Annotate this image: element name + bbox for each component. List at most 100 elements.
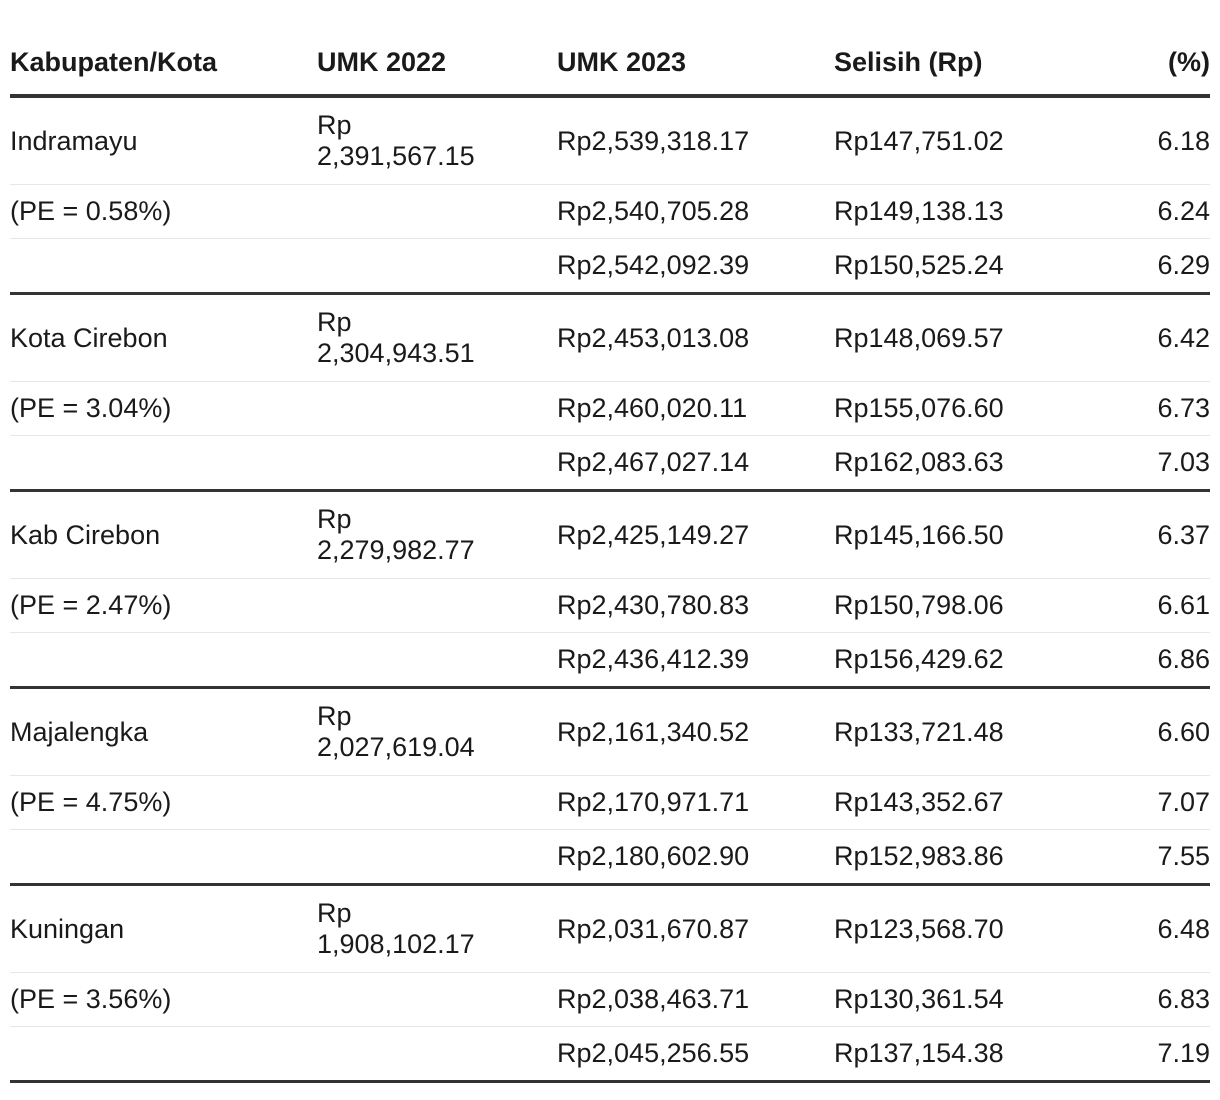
selisih-cell: Rp150,525.24	[834, 238, 1084, 295]
umk-2023-cell: Rp2,170,971.71	[557, 775, 834, 830]
header-umk-2023: UMK 2023	[557, 0, 834, 98]
table-body: Indramayu Rp 2,391,567.15 Rp2,539,318.17 Rp1…	[10, 96, 1210, 1083]
region-name: Kab Cirebon	[10, 490, 317, 579]
region-pe: (PE = 4.75%)	[10, 775, 317, 830]
table-row: Kota Cirebon Rp 2,304,943.51 Rp2,453,013.08…	[10, 293, 1210, 382]
selisih-cell: Rp162,083.63	[834, 435, 1084, 492]
umk-2022-cell: Rp 2,391,567.15	[317, 96, 557, 185]
umk-2023-cell: Rp2,161,340.52	[557, 687, 834, 776]
selisih-cell: Rp149,138.13	[834, 184, 1084, 239]
empty-cell	[10, 829, 317, 886]
table-row: (PE = 0.58%) Rp2,540,705.28 Rp149,138.13 6.…	[10, 184, 1210, 239]
umk-2022-prefix: Rp	[317, 504, 352, 534]
umk-2023-cell: Rp2,436,412.39	[557, 632, 834, 689]
percent-cell: 6.24	[1084, 184, 1210, 239]
header-percent: (%)	[1084, 0, 1210, 98]
header-kabupaten-kota: Kabupaten/Kota	[10, 0, 317, 98]
percent-cell: 6.29	[1084, 238, 1210, 295]
selisih-cell: Rp123,568.70	[834, 884, 1084, 973]
selisih-cell: Rp155,076.60	[834, 381, 1084, 436]
region-pe: (PE = 3.56%)	[10, 972, 317, 1027]
selisih-cell: Rp148,069.57	[834, 293, 1084, 382]
percent-cell: 6.61	[1084, 578, 1210, 633]
umk-2023-cell: Rp2,540,705.28	[557, 184, 834, 239]
region-name: Kuningan	[10, 884, 317, 973]
selisih-cell: Rp137,154.38	[834, 1026, 1084, 1083]
umk-2022-cell: Rp 2,279,982.77	[317, 490, 557, 579]
percent-cell: 6.83	[1084, 972, 1210, 1027]
umk-2022-value: 2,304,943.51	[317, 338, 475, 368]
umk-2022-prefix: Rp	[317, 110, 352, 140]
region-pe: (PE = 3.04%)	[10, 381, 317, 436]
table-row: Rp2,542,092.39 Rp150,525.24 6.29	[10, 238, 1210, 295]
table-row: (PE = 3.56%) Rp2,038,463.71 Rp130,361.54 6.…	[10, 972, 1210, 1027]
selisih-cell: Rp130,361.54	[834, 972, 1084, 1027]
empty-cell	[10, 435, 317, 492]
umk-2023-cell: Rp2,180,602.90	[557, 829, 834, 886]
empty-cell	[317, 829, 557, 886]
percent-cell: 7.03	[1084, 435, 1210, 492]
umk-2022-value: 2,027,619.04	[317, 732, 475, 762]
selisih-cell: Rp133,721.48	[834, 687, 1084, 776]
selisih-cell: Rp150,798.06	[834, 578, 1084, 633]
umk-2023-cell: Rp2,425,149.27	[557, 490, 834, 579]
selisih-cell: Rp147,751.02	[834, 96, 1084, 185]
empty-cell	[10, 632, 317, 689]
umk-table: Kabupaten/Kota UMK 2022 UMK 2023 Selisih…	[10, 0, 1210, 1083]
percent-cell: 7.55	[1084, 829, 1210, 886]
table-row: Rp2,436,412.39 Rp156,429.62 6.86	[10, 632, 1210, 689]
table-header: Kabupaten/Kota UMK 2022 UMK 2023 Selisih…	[10, 0, 1210, 98]
umk-2022-prefix: Rp	[317, 307, 352, 337]
percent-cell: 7.07	[1084, 775, 1210, 830]
empty-cell	[317, 381, 557, 436]
umk-2023-cell: Rp2,539,318.17	[557, 96, 834, 185]
umk-2023-cell: Rp2,031,670.87	[557, 884, 834, 973]
table-row: (PE = 4.75%) Rp2,170,971.71 Rp143,352.67 7.…	[10, 775, 1210, 830]
empty-cell	[10, 1026, 317, 1083]
region-name: Indramayu	[10, 96, 317, 185]
empty-cell	[317, 632, 557, 689]
umk-2022-prefix: Rp	[317, 701, 352, 731]
percent-cell: 6.18	[1084, 96, 1210, 185]
selisih-cell: Rp156,429.62	[834, 632, 1084, 689]
umk-2023-cell: Rp2,038,463.71	[557, 972, 834, 1027]
empty-cell	[317, 435, 557, 492]
empty-cell	[317, 972, 557, 1027]
percent-cell: 6.86	[1084, 632, 1210, 689]
umk-2022-cell: Rp 2,304,943.51	[317, 293, 557, 382]
header-selisih: Selisih (Rp)	[834, 0, 1084, 98]
table-row: (PE = 3.04%) Rp2,460,020.11 Rp155,076.60 6.…	[10, 381, 1210, 436]
percent-cell: 6.37	[1084, 490, 1210, 579]
umk-2022-prefix: Rp	[317, 898, 352, 928]
percent-cell: 6.73	[1084, 381, 1210, 436]
umk-2023-cell: Rp2,430,780.83	[557, 578, 834, 633]
umk-table-container: Kabupaten/Kota UMK 2022 UMK 2023 Selisih…	[10, 0, 1210, 1083]
umk-2022-value: 1,908,102.17	[317, 929, 475, 959]
umk-2022-cell: Rp 2,027,619.04	[317, 687, 557, 776]
empty-cell	[317, 1026, 557, 1083]
empty-cell	[317, 578, 557, 633]
table-row: Indramayu Rp 2,391,567.15 Rp2,539,318.17 Rp1…	[10, 96, 1210, 185]
table-row: Rp2,467,027.14 Rp162,083.63 7.03	[10, 435, 1210, 492]
header-umk-2022: UMK 2022	[317, 0, 557, 98]
umk-2023-cell: Rp2,467,027.14	[557, 435, 834, 492]
umk-2022-value: 2,279,982.77	[317, 535, 475, 565]
region-name: Majalengka	[10, 687, 317, 776]
percent-cell: 6.60	[1084, 687, 1210, 776]
selisih-cell: Rp145,166.50	[834, 490, 1084, 579]
table-row: Rp2,180,602.90 Rp152,983.86 7.55	[10, 829, 1210, 886]
region-name: Kota Cirebon	[10, 293, 317, 382]
umk-2023-cell: Rp2,460,020.11	[557, 381, 834, 436]
umk-2023-cell: Rp2,542,092.39	[557, 238, 834, 295]
empty-cell	[317, 238, 557, 295]
region-pe: (PE = 2.47%)	[10, 578, 317, 633]
table-row: Majalengka Rp 2,027,619.04 Rp2,161,340.52 Rp…	[10, 687, 1210, 776]
percent-cell: 6.42	[1084, 293, 1210, 382]
region-pe: (PE = 0.58%)	[10, 184, 317, 239]
umk-2022-value: 2,391,567.15	[317, 141, 475, 171]
table-row: Rp2,045,256.55 Rp137,154.38 7.19	[10, 1026, 1210, 1083]
table-row: Kuningan Rp 1,908,102.17 Rp2,031,670.87 Rp12…	[10, 884, 1210, 973]
selisih-cell: Rp143,352.67	[834, 775, 1084, 830]
table-row: (PE = 2.47%) Rp2,430,780.83 Rp150,798.06 6.…	[10, 578, 1210, 633]
empty-cell	[317, 184, 557, 239]
